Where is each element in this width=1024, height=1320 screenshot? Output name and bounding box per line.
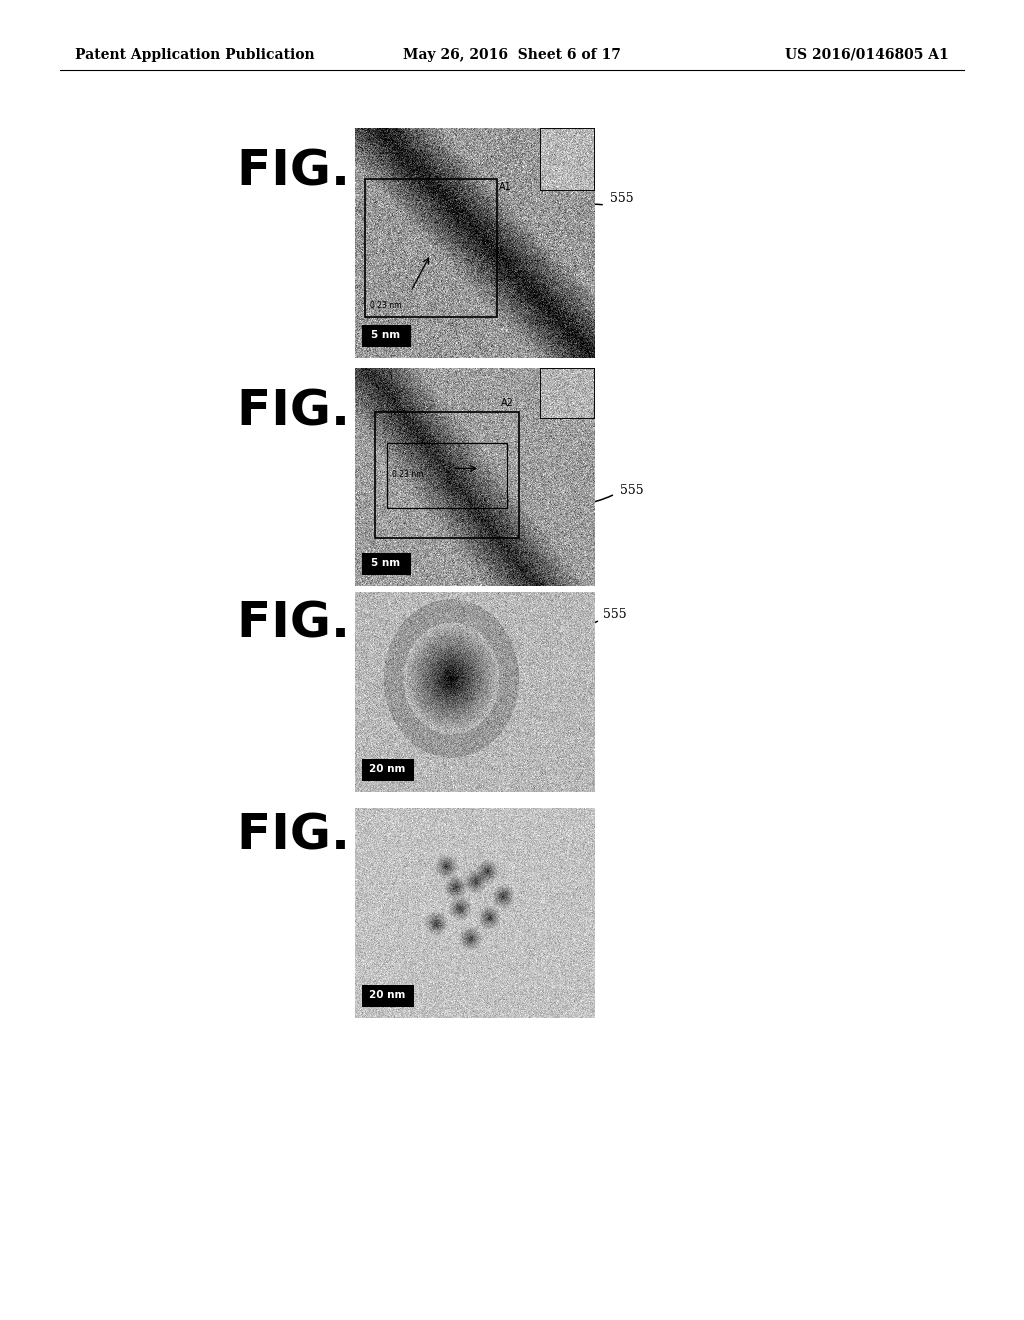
- Text: 0.23 nm: 0.23 nm: [370, 301, 401, 310]
- Text: Patent Application Publication: Patent Application Publication: [75, 48, 314, 62]
- Text: 555: 555: [620, 483, 644, 496]
- Text: FIG. 5B: FIG. 5B: [237, 388, 440, 436]
- Text: FIG. 5C: FIG. 5C: [237, 601, 439, 648]
- Bar: [365, 178, 497, 317]
- Text: 555: 555: [603, 607, 627, 620]
- Text: A2: A2: [501, 397, 513, 408]
- Text: US 2016/0146805 A1: US 2016/0146805 A1: [785, 48, 949, 62]
- Bar: [361, 325, 411, 346]
- Text: FIG. 5A: FIG. 5A: [237, 148, 441, 195]
- Bar: [375, 412, 518, 537]
- Text: 555: 555: [610, 191, 634, 205]
- Bar: [361, 985, 414, 1006]
- Bar: [386, 442, 507, 507]
- Text: 5 nm: 5 nm: [372, 558, 400, 569]
- Text: May 26, 2016  Sheet 6 of 17: May 26, 2016 Sheet 6 of 17: [403, 48, 621, 62]
- Text: 20 nm: 20 nm: [370, 764, 406, 775]
- Text: A1: A1: [499, 182, 511, 193]
- Text: 5 nm: 5 nm: [372, 330, 400, 341]
- Text: 20 nm: 20 nm: [370, 990, 406, 1001]
- Bar: [361, 759, 414, 780]
- Text: 0.23 nm: 0.23 nm: [391, 470, 423, 479]
- Text: FIG. 5D: FIG. 5D: [237, 812, 443, 861]
- Bar: [361, 553, 411, 574]
